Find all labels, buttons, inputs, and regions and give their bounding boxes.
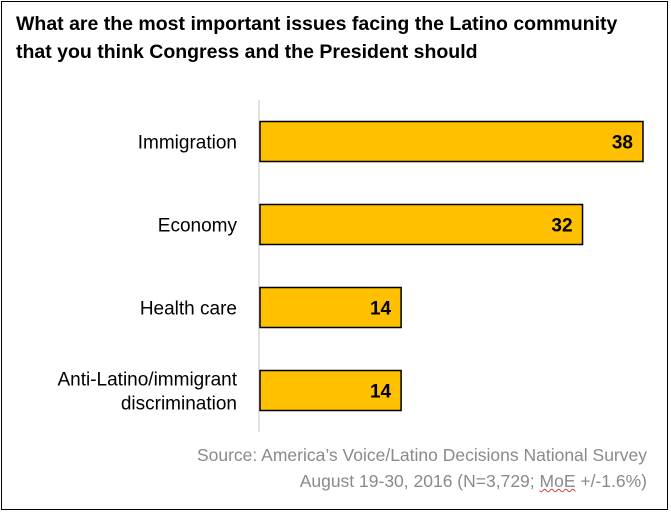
category-label-3: Health care	[140, 299, 237, 320]
category-label-line: Health care	[140, 299, 237, 320]
bar-2	[259, 203, 584, 246]
category-label-line: discrimination	[121, 394, 237, 415]
category-label-4: Anti-Latino/immigrant discrimination	[57, 370, 237, 415]
source-note: Source: America’s Voice/Latino Decisions…	[197, 442, 647, 494]
data-label-3: 14	[370, 299, 392, 320]
source-line-1: Source: America’s Voice/Latino Decisions…	[196, 445, 647, 465]
data-label-4: 14	[370, 382, 392, 403]
chart-title: What are the most important issues facin…	[16, 13, 618, 63]
bar-3	[259, 286, 402, 329]
data-label-2: 32	[551, 216, 572, 237]
category-label-line: Anti-Latino/immigrant	[57, 370, 237, 391]
bar-4	[259, 369, 402, 412]
bar-1	[259, 120, 644, 163]
category-label-2: Economy	[158, 216, 238, 237]
source-line-2-prefix: August 19-30, 2016 (N=3,729;	[299, 471, 540, 491]
category-label-line: Immigration	[138, 133, 237, 154]
category-label-1: Immigration	[138, 133, 237, 154]
source-line-2-suffix: +/-1.6%)	[575, 471, 647, 491]
source-line-2: August 19-30, 2016 (N=3,729; MoE +/-1.6%…	[197, 468, 647, 494]
category-label-line: Economy	[158, 216, 238, 237]
source-moe: MoE	[539, 471, 576, 491]
data-label-1: 38	[612, 133, 633, 154]
